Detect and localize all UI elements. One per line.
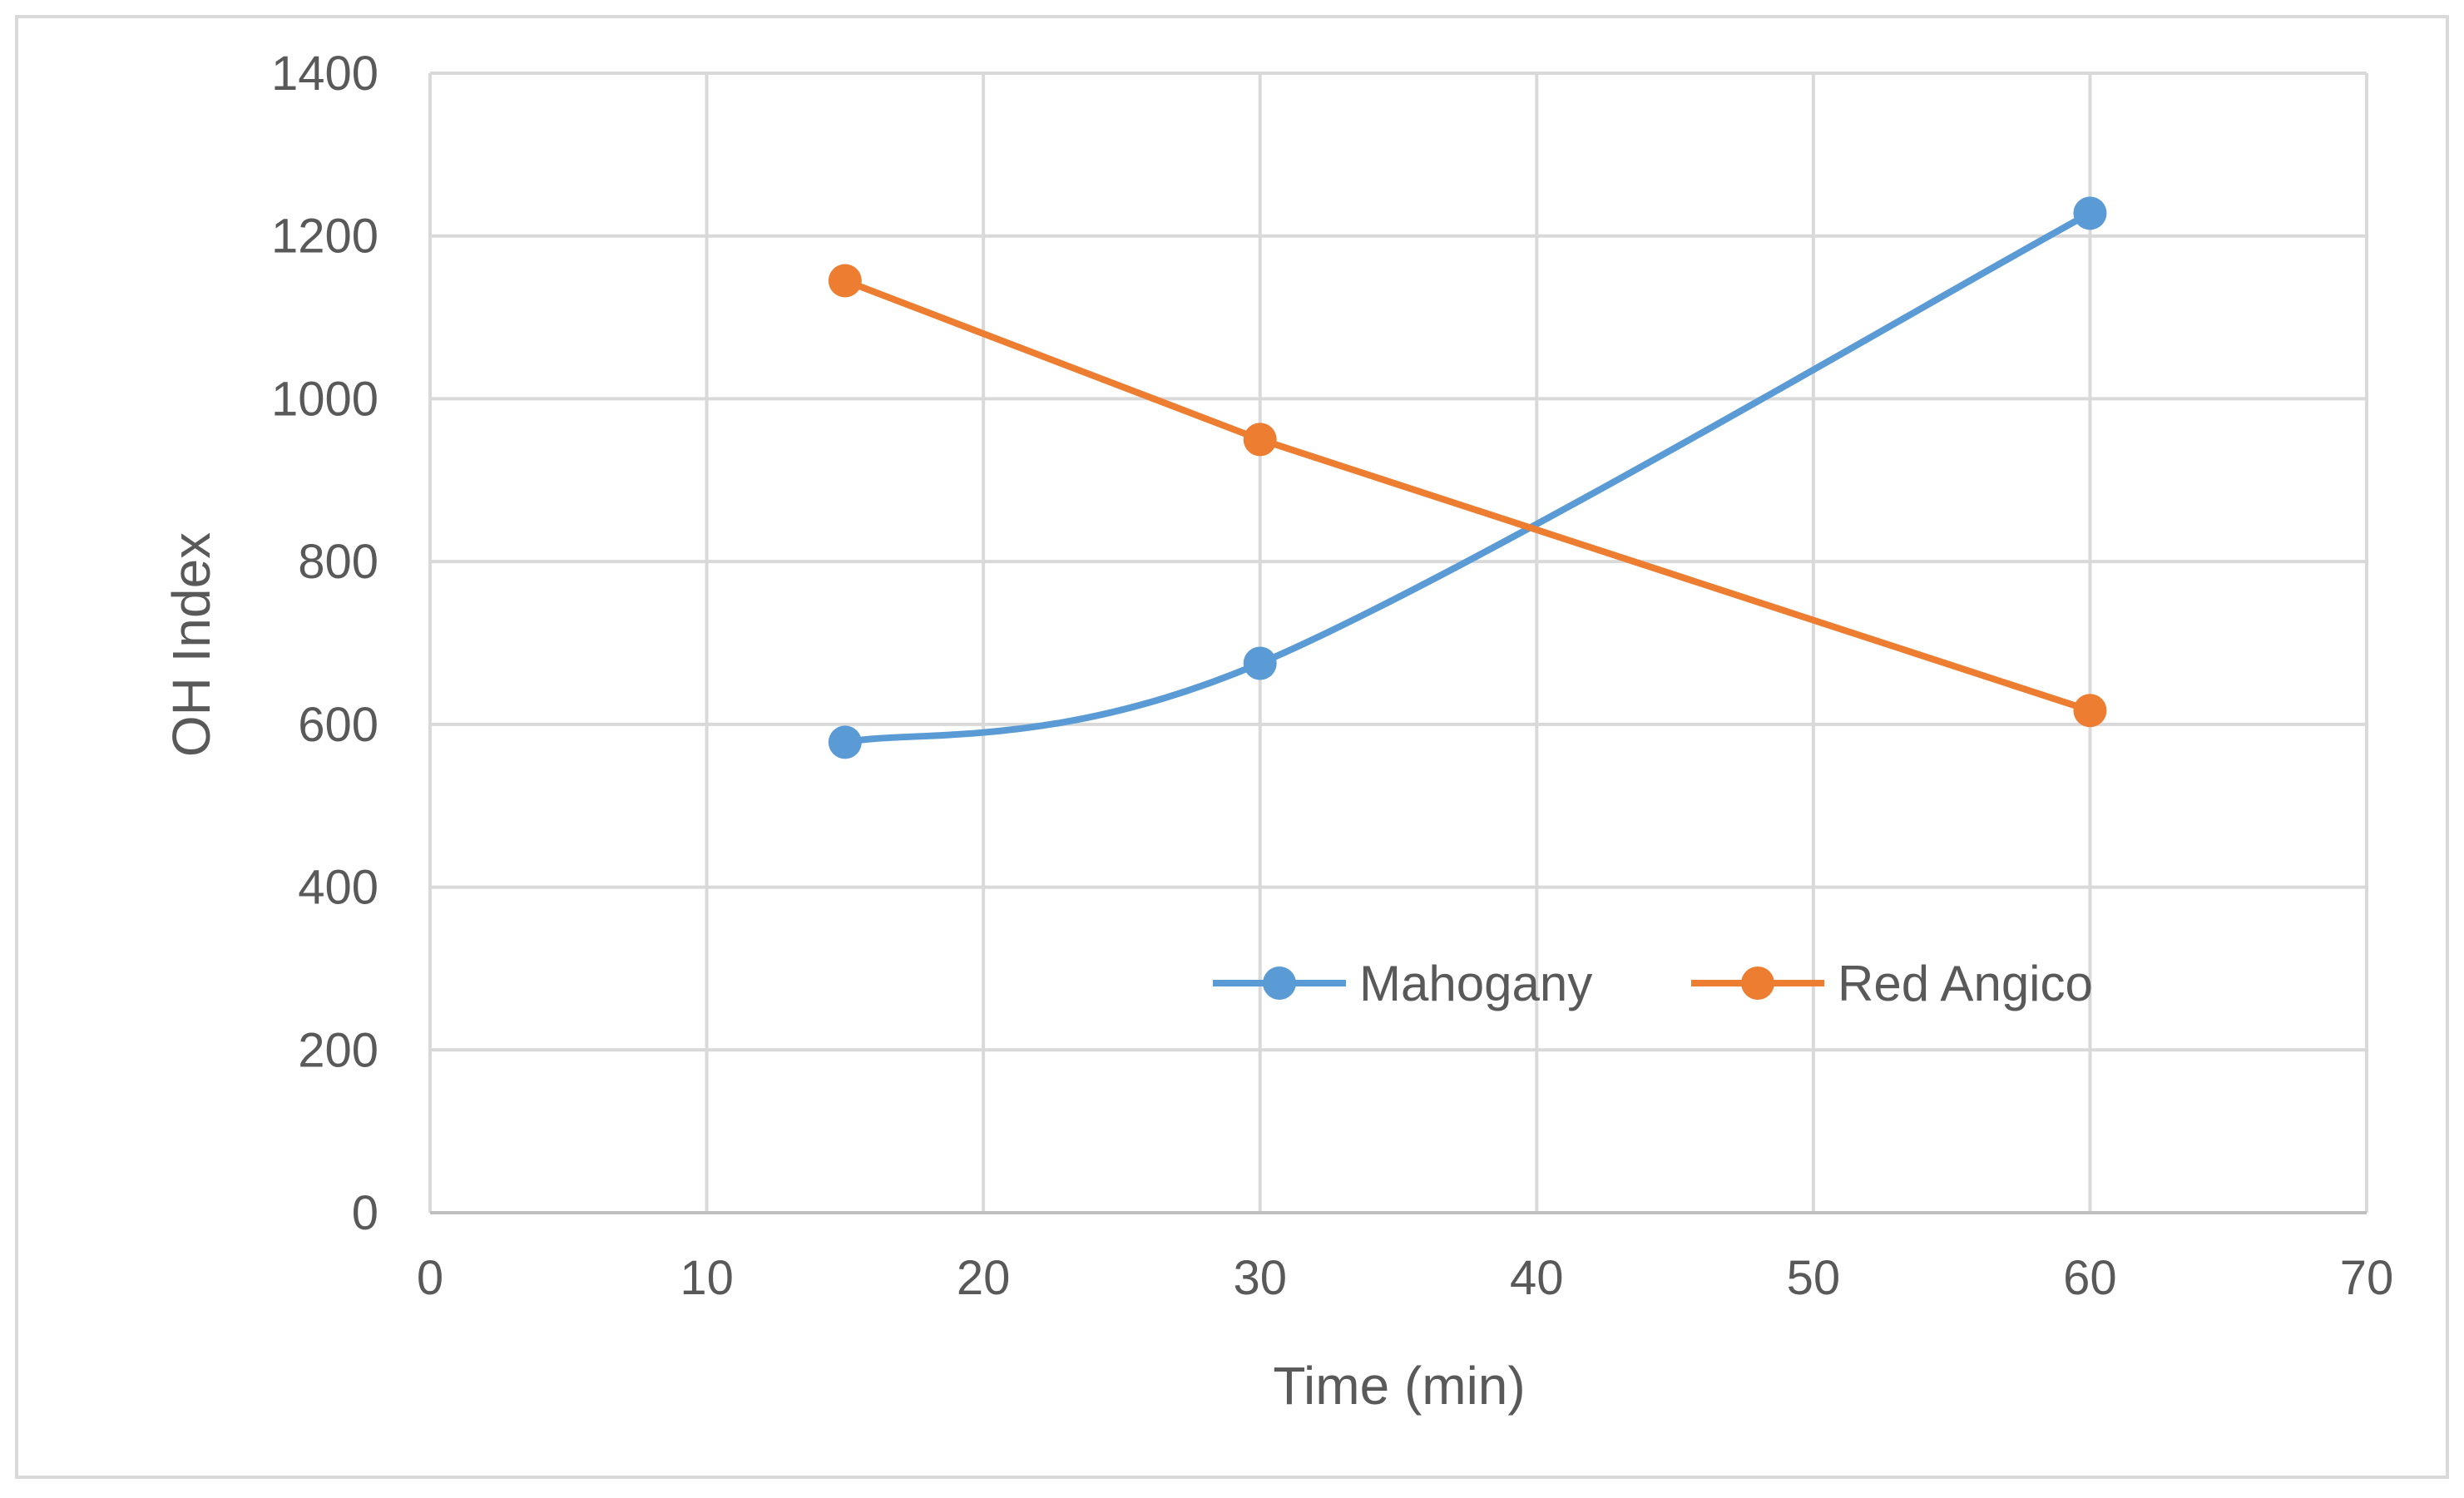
x-tick-label: 50	[1787, 1251, 1841, 1305]
x-tick-label: 10	[680, 1251, 734, 1305]
data-point-red-angico	[1243, 423, 1277, 457]
y-tick-label: 600	[298, 698, 379, 752]
legend-label-red-angico: Red Angico	[1838, 956, 2093, 1011]
x-tick-label: 0	[417, 1251, 443, 1305]
y-tick-label: 1400	[271, 47, 379, 101]
legend: Mahogany Red Angico	[1213, 956, 2093, 1011]
y-tick-label: 1000	[271, 372, 379, 426]
x-tick-label: 30	[1233, 1251, 1287, 1305]
series	[828, 196, 2107, 759]
data-point-red-angico	[828, 264, 862, 298]
x-tick-label: 20	[957, 1251, 1011, 1305]
y-axis-title: OH Index	[161, 532, 221, 757]
y-tick-label: 400	[298, 861, 379, 915]
y-tick-label: 0	[352, 1186, 379, 1240]
axes	[428, 73, 2367, 1214]
data-point-mahogany	[2073, 196, 2107, 230]
y-tick-label: 200	[298, 1023, 379, 1077]
data-point-red-angico	[2073, 694, 2107, 728]
legend-swatch-marker-mahogany	[1263, 967, 1296, 1000]
tick-labels: 0 200 400 600 800 1000 1200 1400 0 10 20 30 40 50 60 70	[271, 47, 2393, 1305]
x-tick-label: 70	[2340, 1251, 2394, 1305]
y-tick-label: 1200	[271, 210, 379, 264]
x-tick-label: 60	[2063, 1251, 2117, 1305]
data-point-mahogany	[1243, 646, 1277, 680]
x-tick-label: 40	[1510, 1251, 1564, 1305]
chart-border	[15, 15, 2449, 1479]
series-line-mahogany	[841, 210, 2094, 746]
x-axis-title: Time (min)	[1273, 1356, 1525, 1416]
y-tick-label: 800	[298, 535, 379, 589]
legend-swatch-marker-red-angico	[1741, 967, 1774, 1000]
data-point-mahogany	[828, 725, 862, 759]
legend-label-mahogany: Mahogany	[1359, 956, 1592, 1011]
